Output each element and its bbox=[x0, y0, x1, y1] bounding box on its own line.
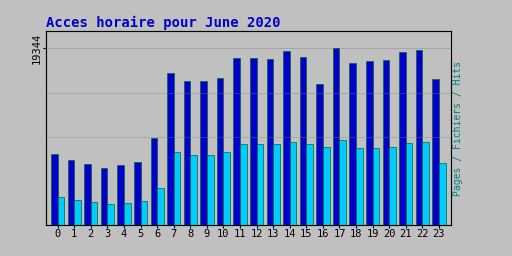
Bar bbox=[141, 201, 147, 225]
Bar bbox=[240, 144, 247, 225]
Bar bbox=[124, 203, 131, 225]
Bar bbox=[151, 137, 157, 225]
Bar bbox=[167, 73, 174, 225]
Bar bbox=[250, 58, 257, 225]
Bar bbox=[233, 58, 240, 225]
Bar bbox=[416, 50, 422, 225]
Bar bbox=[91, 202, 97, 225]
Bar bbox=[223, 152, 230, 225]
Bar bbox=[267, 59, 273, 225]
Bar bbox=[174, 152, 180, 225]
Bar bbox=[432, 79, 439, 225]
Bar bbox=[200, 81, 207, 225]
Text: Acces horaire pour June 2020: Acces horaire pour June 2020 bbox=[46, 15, 281, 29]
Bar bbox=[382, 60, 389, 225]
Bar bbox=[217, 78, 223, 225]
Bar bbox=[333, 48, 339, 225]
Bar bbox=[389, 147, 396, 225]
Bar bbox=[207, 155, 214, 225]
Bar bbox=[101, 168, 108, 225]
Bar bbox=[406, 143, 413, 225]
Y-axis label: Pages / Fichiers / Hits: Pages / Fichiers / Hits bbox=[453, 60, 463, 196]
Bar bbox=[399, 51, 406, 225]
Bar bbox=[84, 164, 91, 225]
Bar bbox=[283, 51, 290, 225]
Bar bbox=[190, 155, 197, 225]
Bar bbox=[323, 147, 330, 225]
Bar bbox=[184, 81, 190, 225]
Bar bbox=[356, 147, 362, 225]
Bar bbox=[366, 61, 373, 225]
Bar bbox=[300, 57, 306, 225]
Bar bbox=[290, 142, 296, 225]
Bar bbox=[117, 165, 124, 225]
Bar bbox=[58, 197, 65, 225]
Bar bbox=[257, 144, 263, 225]
Bar bbox=[316, 84, 323, 225]
Bar bbox=[350, 62, 356, 225]
Bar bbox=[373, 147, 379, 225]
Bar bbox=[74, 200, 81, 225]
Bar bbox=[68, 160, 74, 225]
Bar bbox=[51, 154, 58, 225]
Bar bbox=[134, 162, 141, 225]
Bar bbox=[439, 163, 445, 225]
Bar bbox=[422, 142, 429, 225]
Bar bbox=[157, 188, 164, 225]
Bar bbox=[273, 144, 280, 225]
Bar bbox=[108, 204, 114, 225]
Bar bbox=[339, 140, 346, 225]
Bar bbox=[306, 144, 313, 225]
